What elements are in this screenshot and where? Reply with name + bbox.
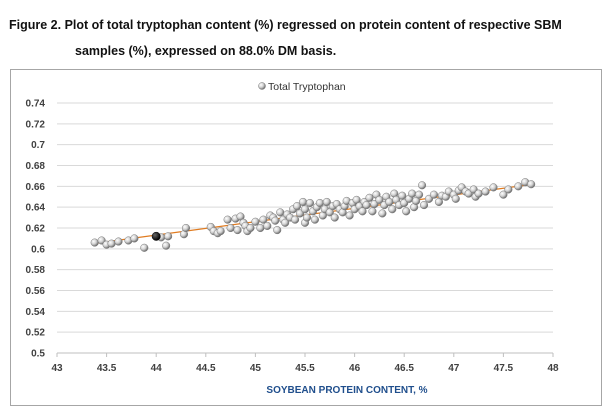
data-point bbox=[216, 227, 225, 236]
x-tick-label: 46.5 bbox=[394, 363, 414, 374]
data-point bbox=[263, 221, 272, 230]
y-tick-label: 0.64 bbox=[26, 203, 46, 214]
x-tick-label: 43 bbox=[51, 363, 63, 374]
data-point bbox=[233, 226, 242, 235]
data-point bbox=[322, 197, 331, 207]
data-point bbox=[223, 215, 232, 224]
data-point bbox=[271, 216, 280, 225]
y-tick-label: 0.6 bbox=[31, 244, 45, 255]
data-point bbox=[514, 182, 523, 191]
figure-caption: Figure 2. Plot of total tryptophan conte… bbox=[9, 12, 609, 64]
x-tick-label: 46 bbox=[349, 363, 361, 374]
y-tick-label: 0.72 bbox=[26, 119, 46, 130]
gridlines bbox=[57, 102, 553, 354]
data-point bbox=[415, 190, 424, 199]
data-point bbox=[402, 207, 411, 216]
data-point bbox=[368, 207, 377, 216]
caption-line-2: samples (%), expressed on 88.0% DM basis… bbox=[75, 44, 337, 58]
legend-marker bbox=[258, 82, 266, 90]
data-point bbox=[451, 194, 460, 203]
data-point bbox=[114, 237, 123, 246]
data-point bbox=[481, 187, 490, 196]
data-point bbox=[398, 191, 407, 200]
data-point bbox=[330, 213, 339, 222]
data-point bbox=[259, 215, 268, 224]
data-point bbox=[162, 241, 171, 250]
data-point bbox=[300, 205, 310, 214]
data-point bbox=[281, 218, 290, 227]
data-point bbox=[362, 201, 371, 210]
x-tick-label: 47 bbox=[448, 363, 460, 374]
x-tick-label: 45.5 bbox=[295, 363, 315, 374]
data-point bbox=[489, 183, 498, 192]
data-point bbox=[130, 234, 139, 243]
chart-area bbox=[10, 69, 602, 406]
x-tick-label: 43.5 bbox=[97, 363, 117, 374]
y-tick-label: 0.62 bbox=[26, 224, 46, 235]
caption-line-1: Figure 2. Plot of total tryptophan conte… bbox=[9, 18, 562, 32]
data-point bbox=[378, 209, 387, 218]
data-point bbox=[273, 226, 282, 235]
data-point bbox=[365, 193, 374, 202]
data-point bbox=[298, 197, 308, 207]
x-tick-label: 44 bbox=[151, 363, 163, 374]
y-tick-label: 0.7 bbox=[31, 140, 45, 151]
y-tick-label: 0.56 bbox=[26, 286, 46, 297]
data-point bbox=[358, 207, 367, 216]
data-point bbox=[418, 181, 427, 190]
data-point bbox=[375, 195, 384, 204]
data-point bbox=[226, 223, 235, 233]
data-point bbox=[408, 189, 417, 198]
data-point bbox=[256, 223, 265, 233]
data-point bbox=[293, 202, 302, 211]
x-axis-title: SOYBEAN PROTEIN CONTENT, % bbox=[266, 385, 427, 396]
x-tick-label: 47.5 bbox=[494, 363, 514, 374]
data-point bbox=[499, 190, 508, 199]
data-point bbox=[140, 243, 149, 252]
data-point bbox=[429, 190, 439, 199]
x-tick-label: 48 bbox=[547, 363, 559, 374]
y-tick-label: 0.54 bbox=[26, 307, 46, 318]
x-tick-label: 44.5 bbox=[196, 363, 216, 374]
data-point bbox=[527, 180, 536, 189]
y-tick-label: 0.52 bbox=[26, 328, 46, 339]
data-point bbox=[315, 198, 324, 208]
data-point bbox=[276, 208, 285, 217]
y-tick-label: 0.5 bbox=[31, 349, 45, 360]
data-point bbox=[474, 189, 483, 198]
data-point bbox=[385, 197, 394, 207]
y-tick-label: 0.74 bbox=[26, 99, 46, 110]
data-point bbox=[291, 215, 300, 224]
data-point bbox=[419, 201, 429, 210]
y-tick-label: 0.58 bbox=[26, 265, 46, 276]
data-point bbox=[305, 198, 315, 208]
highlighted-data-point bbox=[151, 231, 161, 241]
legend-label: Total Tryptophan bbox=[268, 81, 346, 93]
legend: Total Tryptophan bbox=[258, 81, 346, 93]
data-point bbox=[246, 223, 255, 233]
y-tick-label: 0.66 bbox=[26, 182, 46, 193]
data-point bbox=[302, 213, 312, 222]
data-points bbox=[90, 178, 536, 252]
data-point bbox=[345, 211, 354, 220]
data-point bbox=[90, 238, 99, 247]
y-tick-label: 0.68 bbox=[26, 161, 46, 172]
data-point bbox=[388, 205, 397, 214]
data-point bbox=[251, 217, 260, 226]
data-point bbox=[164, 232, 173, 241]
axes: 0.5 0.52 0.54 0.56 0.58 0.6 0.62 0.64 0.66 0.68 0.… bbox=[26, 99, 559, 375]
x-tick-label: 45 bbox=[250, 363, 262, 374]
data-point bbox=[107, 239, 116, 248]
data-point bbox=[504, 185, 513, 194]
data-point bbox=[310, 215, 319, 224]
data-point bbox=[181, 223, 191, 233]
